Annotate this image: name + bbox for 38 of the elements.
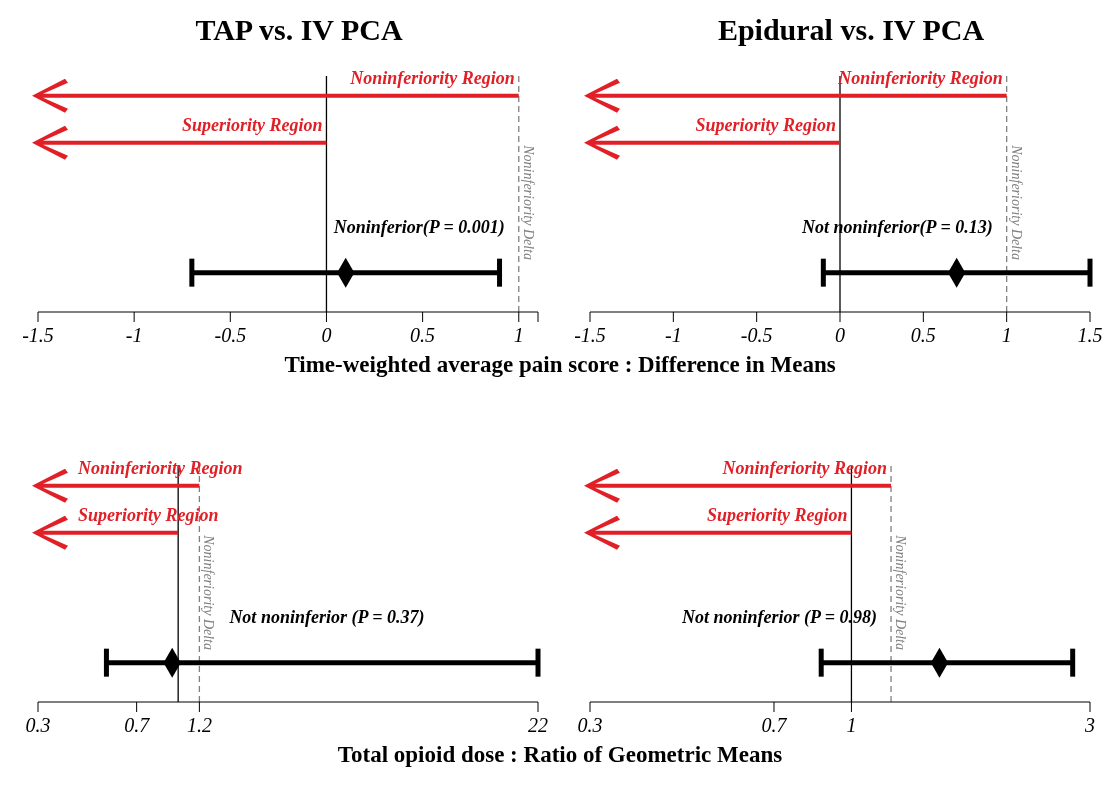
- x-tick-label: 0.7: [761, 714, 788, 737]
- annotation: Noninferiority Region: [77, 457, 243, 478]
- x-tick-label: 1: [513, 324, 524, 347]
- x-tick-label: 1.2: [186, 714, 212, 737]
- annotation: Noninferiority Region: [349, 67, 515, 88]
- x-tick-label: 0.3: [577, 714, 603, 737]
- ref-line-label: Noninferiority Delta: [520, 144, 536, 260]
- ref-line-label: Noninferiority Delta: [893, 534, 909, 650]
- x-tick-label: -1: [665, 324, 682, 347]
- x-tick-label: -1: [125, 324, 143, 347]
- x-tick-label: 0.5: [410, 324, 436, 347]
- x-tick-label: -0.5: [740, 324, 773, 347]
- x-tick-label: 0.3: [25, 714, 51, 737]
- annotation: Superiority Region: [695, 114, 836, 135]
- x-tick-label: 22: [528, 714, 548, 737]
- x-tick-label: 1: [846, 714, 857, 737]
- x-tick-label: 1: [1001, 324, 1012, 347]
- annotation: Superiority Region: [181, 114, 323, 135]
- annotation: Noninferiority Region: [837, 67, 1003, 88]
- x-tick-label: 0: [321, 324, 332, 347]
- chart-title: TAP vs. IV PCA: [194, 12, 404, 48]
- annotation: Not noninferior (P = 0.37): [228, 607, 425, 629]
- x-tick-label: 0.7: [124, 714, 151, 737]
- x-tick-label: -0.5: [214, 324, 247, 347]
- x-tick-label: -1.5: [574, 324, 606, 347]
- annotation: Superiority Region: [706, 504, 848, 525]
- x-axis-title: Time-weighted average pain score : Difference in Means: [283, 352, 837, 379]
- x-axis-title: Total opioid dose : Ratio of Geometric Means: [336, 742, 784, 769]
- x-tick-label: 1.5: [1077, 324, 1103, 347]
- x-tick-label: 0.5: [910, 324, 936, 347]
- x-tick-label: -1.5: [22, 324, 54, 347]
- annotation: Noninferiority Region: [721, 457, 888, 478]
- ref-line-label: Noninferiority Delta: [1008, 144, 1024, 260]
- annotation: Noninferior(P = 0.001): [332, 217, 505, 239]
- ref-line-label: Noninferiority Delta: [201, 534, 217, 650]
- x-tick-label: 3: [1084, 714, 1095, 737]
- chart-title: Epidural vs. IV PCA: [716, 12, 986, 48]
- x-tick-label: 0: [835, 324, 845, 347]
